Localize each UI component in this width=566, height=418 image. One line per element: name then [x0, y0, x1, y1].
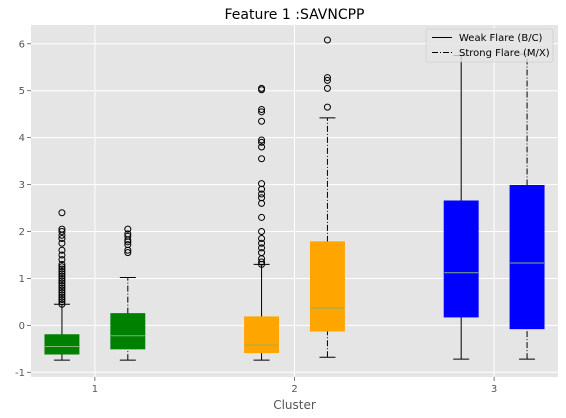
flier-point	[58, 209, 66, 217]
flier-point	[258, 258, 266, 266]
flier-point	[258, 108, 266, 116]
flier-point	[58, 235, 66, 243]
flier-point	[58, 263, 66, 271]
flier-point	[124, 249, 132, 257]
y-tick-label: 1	[19, 274, 25, 285]
box-body	[443, 200, 479, 318]
chart-title: Feature 1 :SAVNCPP	[225, 7, 365, 23]
flier-point	[124, 241, 132, 249]
legend-label-strong: Strong Flare (M/X)	[459, 48, 550, 59]
flier-point	[258, 138, 266, 146]
flier-point	[58, 300, 66, 308]
box-strong-cluster-3	[509, 53, 545, 360]
flier-point	[58, 267, 66, 275]
box-body	[509, 185, 545, 330]
flier-point	[58, 228, 66, 236]
legend-box	[425, 28, 554, 63]
y-tick-label: 3	[19, 180, 25, 191]
flier-point	[258, 136, 266, 144]
flier-point	[58, 298, 66, 306]
legend-label-weak: Weak Flare (B/C)	[459, 33, 543, 44]
flier-point	[258, 235, 266, 243]
flier-point	[258, 117, 266, 125]
axis-layer: -1 0 1 2 3 4 5 6 1 2 3	[15, 39, 497, 395]
flier-point	[124, 230, 132, 238]
flier-point	[323, 103, 331, 111]
box-weak-cluster-2	[244, 84, 280, 361]
flier-point	[58, 277, 66, 285]
flier-point	[323, 76, 331, 84]
flier-point	[58, 251, 66, 259]
flier-point	[58, 289, 66, 297]
flier-point	[258, 105, 266, 113]
flier-point	[58, 284, 66, 292]
box-body	[309, 241, 345, 332]
flier-point	[258, 194, 266, 202]
flier-point	[258, 213, 266, 221]
flier-point	[58, 270, 66, 278]
box-body	[44, 334, 80, 355]
flier-point	[258, 84, 266, 92]
y-tick-label: 5	[19, 86, 25, 97]
x-tick-label: 2	[291, 384, 297, 395]
flier-point	[124, 225, 132, 233]
flier-point	[258, 180, 266, 188]
flier-point	[258, 239, 266, 247]
box-body	[244, 316, 280, 354]
flier-point	[58, 279, 66, 287]
flier-point	[323, 36, 331, 44]
x-axis-label: Cluster	[273, 398, 316, 412]
box-body	[110, 313, 146, 350]
grid-lines	[31, 25, 558, 377]
y-tick-label: -1	[15, 368, 25, 379]
box-strong-cluster-1	[110, 225, 146, 361]
flier-point	[58, 291, 66, 299]
y-tick-label: 2	[19, 227, 25, 238]
box-layer	[44, 36, 545, 361]
flier-point	[58, 239, 66, 247]
flier-point	[323, 84, 331, 92]
flier-point	[58, 265, 66, 273]
flier-point	[58, 260, 66, 268]
flier-point	[58, 296, 66, 304]
legend: Weak Flare (B/C) Strong Flare (M/X)	[425, 28, 554, 63]
box-strong-cluster-2	[309, 36, 345, 358]
flier-point	[258, 228, 266, 236]
box-weak-cluster-1	[44, 209, 80, 361]
x-tick-label: 1	[92, 384, 98, 395]
flier-point	[323, 74, 331, 82]
flier-point	[258, 244, 266, 252]
flier-point	[124, 232, 132, 240]
flier-point	[258, 155, 266, 163]
y-tick-label: 6	[19, 39, 25, 50]
flier-point	[58, 281, 66, 289]
y-tick-label: 0	[19, 321, 25, 332]
box-weak-cluster-3	[443, 55, 479, 360]
flier-point	[58, 246, 66, 254]
flier-point	[58, 256, 66, 264]
flier-point	[258, 143, 266, 151]
flier-point	[58, 286, 66, 294]
flier-point	[58, 272, 66, 280]
flier-point	[258, 190, 266, 198]
y-tick-label: 4	[19, 133, 25, 144]
flier-point	[58, 225, 66, 233]
flier-point	[58, 293, 66, 301]
flier-point	[58, 274, 66, 282]
flier-point	[258, 249, 266, 257]
x-tick-label: 3	[491, 384, 497, 395]
